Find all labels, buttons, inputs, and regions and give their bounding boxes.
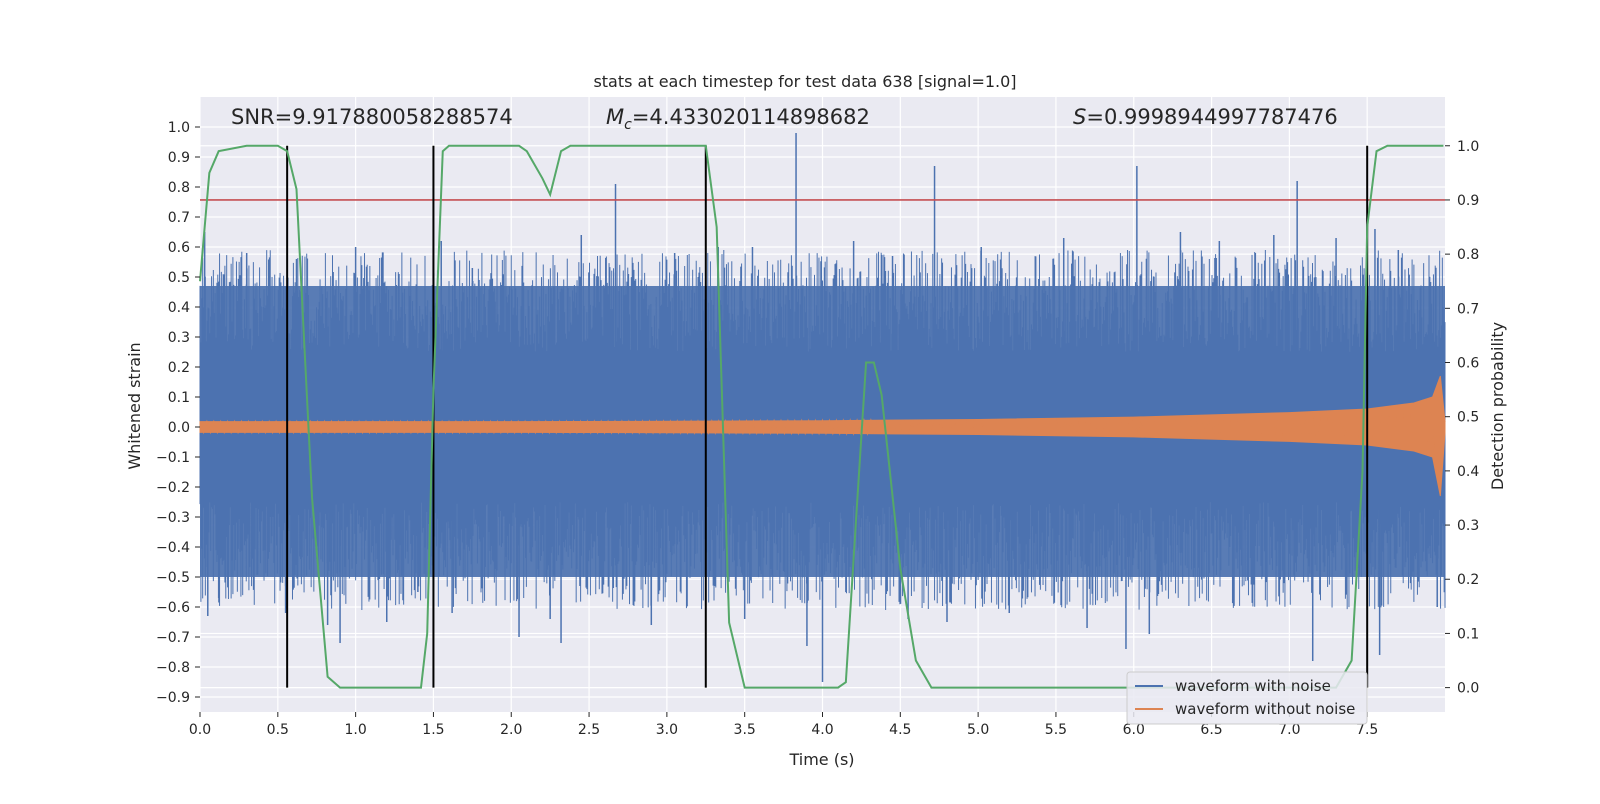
y2-axis-label: Detection probability bbox=[1488, 322, 1507, 490]
y-tick-label: −0.4 bbox=[156, 540, 190, 556]
y-tick-label: 0.2 bbox=[168, 360, 190, 376]
clean-waveform-series bbox=[199, 375, 1446, 497]
legend: waveform with noise waveform without noi… bbox=[1126, 671, 1368, 725]
x-tick-label: 7.5 bbox=[1356, 722, 1378, 738]
y2-tick-label: 0.0 bbox=[1457, 681, 1479, 697]
y2-tick-label: 0.7 bbox=[1457, 301, 1479, 317]
x-tick-label: 1.0 bbox=[344, 722, 366, 738]
x-tick-label: 0.0 bbox=[189, 722, 211, 738]
y-axis-label: Whitened strain bbox=[125, 342, 144, 469]
legend-label-noise: waveform with noise bbox=[1175, 677, 1331, 695]
clean-envelope bbox=[199, 375, 1446, 497]
x-tick-label: 1.5 bbox=[422, 722, 444, 738]
y-tick-label: −0.2 bbox=[156, 480, 190, 496]
y-tick-label: 0.7 bbox=[168, 210, 190, 226]
x-tick-label: 4.5 bbox=[889, 722, 911, 738]
y-tick-label: 0.6 bbox=[168, 240, 190, 256]
y-tick-label: 0.8 bbox=[168, 180, 190, 196]
y-tick-label: 0.1 bbox=[168, 390, 190, 406]
legend-box bbox=[1126, 671, 1368, 725]
y2-tick-label: 0.4 bbox=[1457, 464, 1479, 480]
x-tick-label: 2.5 bbox=[578, 722, 600, 738]
y2-tick-label: 0.9 bbox=[1457, 193, 1479, 209]
right-axis-ticks: 1.0 0.9 0.8 0.7 0.6 0.5 0.4 0.3 0.2 0.1 0.0 bbox=[1445, 139, 1479, 697]
left-axis-ticks: 1.0 0.9 0.8 0.7 0.6 0.5 0.4 0.3 0.2 0.1 0.0 −0.1 −0.… bbox=[156, 120, 200, 706]
y2-tick-label: 0.5 bbox=[1457, 410, 1479, 426]
x-tick-label: 3.5 bbox=[734, 722, 756, 738]
y-tick-label: 0.9 bbox=[168, 150, 190, 166]
x-tick-label: 7.0 bbox=[1278, 722, 1300, 738]
x-tick-label: 3.0 bbox=[656, 722, 678, 738]
y2-tick-label: 0.2 bbox=[1457, 572, 1479, 588]
x-axis-ticks: 0.0 0.5 1.0 1.5 2.0 2.5 3.0 3.5 4.0 4.5 5.0 5.5 6.0 6… bbox=[189, 712, 1378, 738]
x-tick-label: 5.0 bbox=[967, 722, 989, 738]
y-tick-label: −0.3 bbox=[156, 510, 190, 526]
y-tick-label: 0.5 bbox=[168, 270, 190, 286]
y-tick-label: 0.3 bbox=[168, 330, 190, 346]
y2-tick-label: 0.6 bbox=[1457, 356, 1479, 372]
x-tick-label: 6.0 bbox=[1123, 722, 1145, 738]
y-tick-label: −0.9 bbox=[156, 690, 190, 706]
y-tick-label: −0.5 bbox=[156, 570, 190, 586]
chart-title: stats at each timestep for test data 638… bbox=[593, 72, 1016, 91]
y-tick-label: −0.7 bbox=[156, 630, 190, 646]
x-tick-label: 6.5 bbox=[1200, 722, 1222, 738]
chirp-mass-annotation: Mc=4.433020114898682 bbox=[606, 105, 870, 133]
y2-tick-label: 0.8 bbox=[1457, 247, 1479, 263]
legend-label-clean: waveform without noise bbox=[1175, 700, 1355, 718]
x-tick-label: 4.0 bbox=[811, 722, 833, 738]
y2-tick-label: 0.1 bbox=[1457, 626, 1479, 642]
x-tick-label: 5.5 bbox=[1045, 722, 1067, 738]
x-tick-label: 0.5 bbox=[267, 722, 289, 738]
y-tick-label: 0.4 bbox=[168, 300, 190, 316]
y-tick-label: −0.8 bbox=[156, 660, 190, 676]
y2-tick-label: 1.0 bbox=[1457, 139, 1479, 155]
y-tick-label: −0.1 bbox=[156, 450, 190, 466]
x-tick-label: 2.0 bbox=[500, 722, 522, 738]
y-tick-label: −0.6 bbox=[156, 600, 190, 616]
clean-oscillation bbox=[199, 382, 1446, 467]
snr-annotation: SNR=9.917880058288574 bbox=[231, 105, 513, 129]
y-tick-label: 0.0 bbox=[168, 420, 190, 436]
y-tick-label: 1.0 bbox=[168, 120, 190, 136]
score-annotation: S=0.9998944997787476 bbox=[1073, 105, 1338, 129]
x-axis-label: Time (s) bbox=[788, 750, 854, 769]
y2-tick-label: 0.3 bbox=[1457, 518, 1479, 534]
